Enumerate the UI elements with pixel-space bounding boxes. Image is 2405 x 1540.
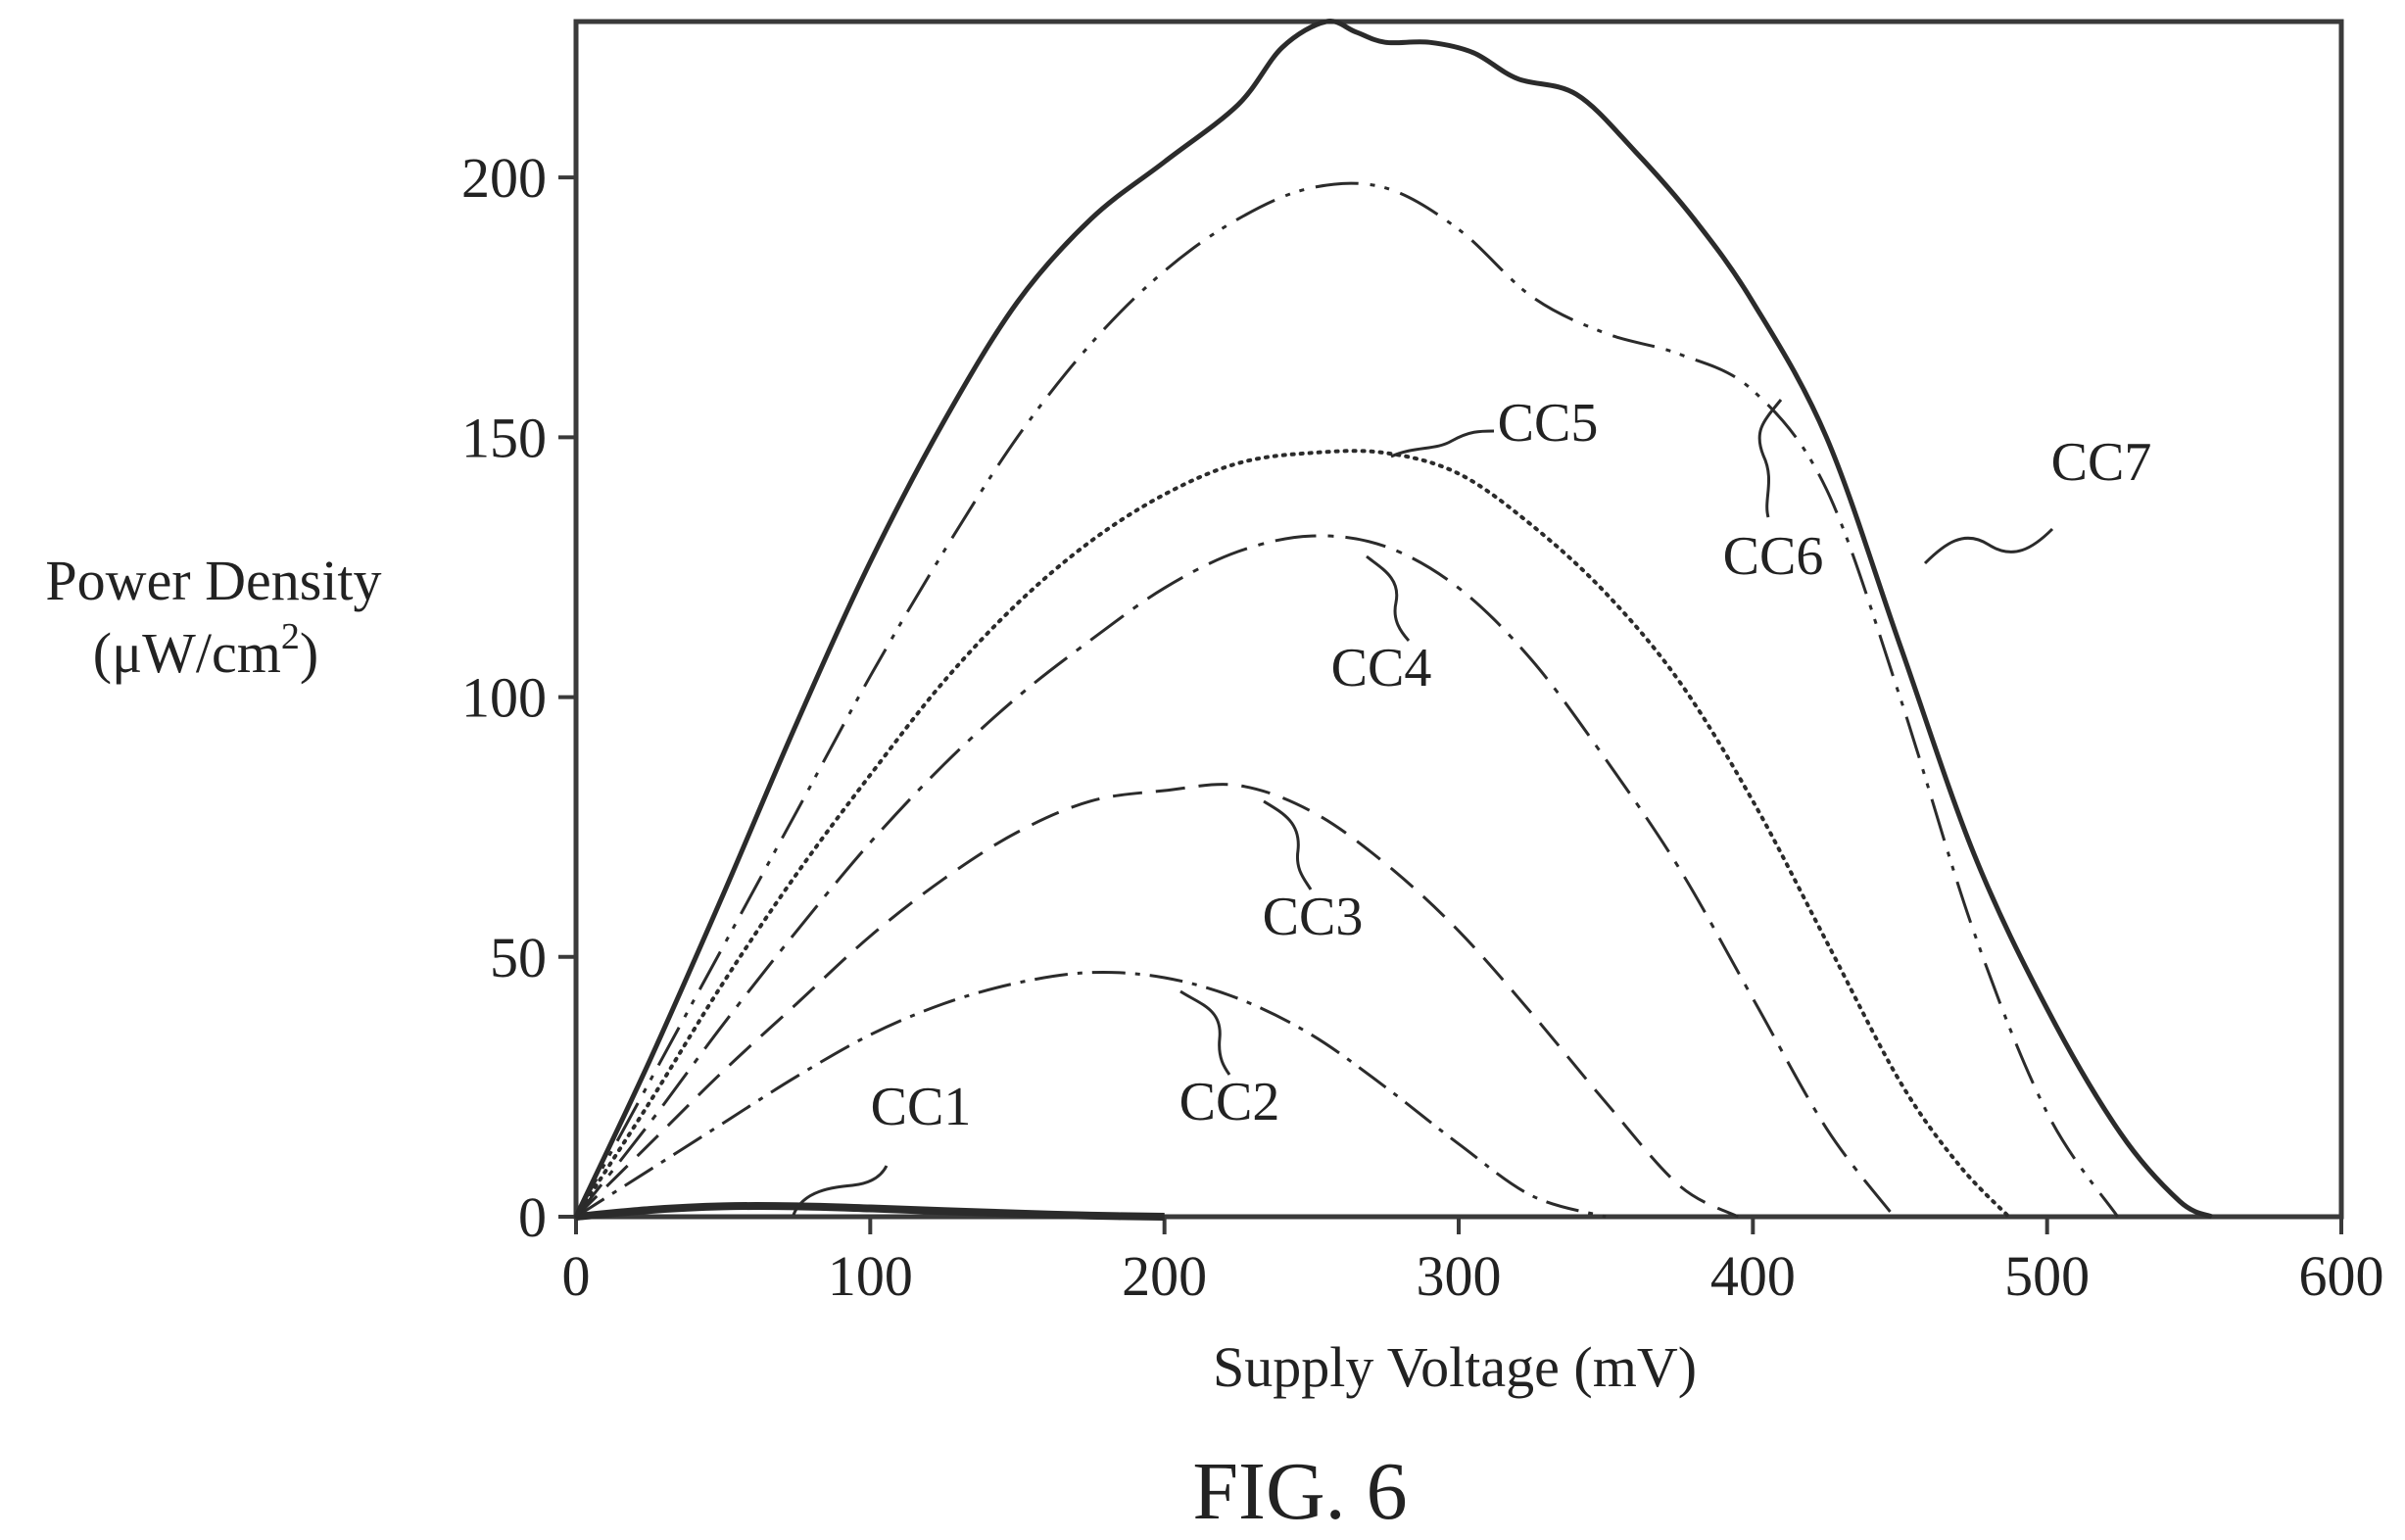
series-leader-cc4	[1366, 554, 1411, 642]
series-label-cc6: CC6	[1723, 526, 1824, 587]
y-tick-label: 100	[461, 666, 547, 730]
y-tick-label: 50	[490, 926, 547, 989]
x-tick-label: 300	[1417, 1244, 1502, 1308]
series-leader-cc2	[1179, 989, 1231, 1076]
y-tick-label: 200	[461, 146, 547, 210]
series-line-cc5	[574, 449, 2011, 1219]
series-line-cc2	[575, 970, 1607, 1219]
series-line-cc4	[574, 534, 1896, 1218]
x-tick-label: 0	[562, 1244, 591, 1308]
y-axis-unit-power: 2	[281, 616, 300, 657]
series-line-cc3	[574, 783, 1740, 1219]
y-tick-label: 0	[518, 1185, 547, 1249]
figure-caption: FIG. 6	[1192, 1446, 1407, 1537]
y-axis-title: Power Density	[45, 549, 381, 612]
series-label-cc5: CC5	[1498, 393, 1599, 454]
series-label-cc7: CC7	[2051, 432, 2152, 493]
y-axis-unit: (μW/cm2)	[93, 616, 318, 685]
series-label-cc3: CC3	[1263, 887, 1364, 947]
series-line-cc7	[573, 19, 2213, 1220]
series-label-cc4: CC4	[1331, 638, 1432, 698]
x-tick-label: 100	[828, 1244, 913, 1308]
series-leader-cc1	[792, 1165, 889, 1216]
series-line-cc6	[574, 181, 2119, 1218]
y-axis-unit-suffix: )	[300, 621, 318, 685]
x-tick-label: 200	[1122, 1244, 1207, 1308]
series-line-cc1	[575, 1202, 1165, 1221]
series-label-cc1: CC1	[871, 1077, 972, 1137]
series-leader-cc5	[1390, 429, 1495, 458]
y-axis-unit-prefix: (μW/cm	[93, 621, 281, 685]
x-tick-label: 400	[1710, 1244, 1796, 1308]
x-axis-title: Supply Voltage (mV)	[1213, 1335, 1697, 1399]
series-leader-cc3	[1263, 799, 1313, 890]
series-label-cc2: CC2	[1179, 1072, 1280, 1132]
series-leader-cc6	[1757, 399, 1783, 518]
x-tick-label: 600	[2299, 1244, 2384, 1308]
series-leader-cc7	[1923, 527, 2054, 565]
y-tick-label: 150	[461, 406, 547, 469]
x-tick-label: 500	[2004, 1244, 2090, 1308]
plot-layer: 0 100 200 300 400 500 600 0 50 100 150 200 CC1 CC2 CC3…	[461, 19, 2384, 1308]
